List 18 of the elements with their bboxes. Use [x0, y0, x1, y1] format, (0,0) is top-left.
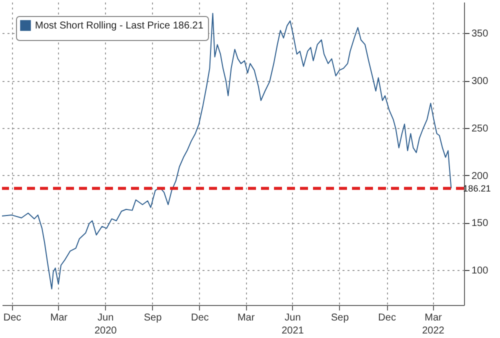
y-tick-label: 350 — [472, 28, 489, 40]
y-tick-label: 100 — [472, 265, 489, 276]
x-tick-label: Mar — [50, 312, 68, 324]
x-tick-label: Sep — [331, 312, 350, 324]
x-tick-label: Dec — [191, 312, 209, 324]
y-tick-label: 150 — [472, 218, 489, 230]
x-tick-label: Dec — [378, 312, 396, 324]
x-tick-label: Mar 2022 — [422, 312, 445, 336]
legend-label: Most Short Rolling - Last Price 186.21 — [35, 20, 204, 32]
x-tick-label: Jun 2020 — [94, 312, 118, 336]
x-tick-label: Sep — [144, 312, 162, 324]
y-tick-label: 200 — [472, 170, 489, 182]
x-tick-label: Mar — [237, 312, 256, 324]
line-series — [2, 12, 452, 290]
x-tick-label: Jun 2021 — [282, 312, 304, 336]
x-tick-label: Dec — [3, 312, 22, 324]
y-tick-label: 300 — [472, 76, 489, 88]
y-tick-label: 250 — [472, 123, 489, 134]
